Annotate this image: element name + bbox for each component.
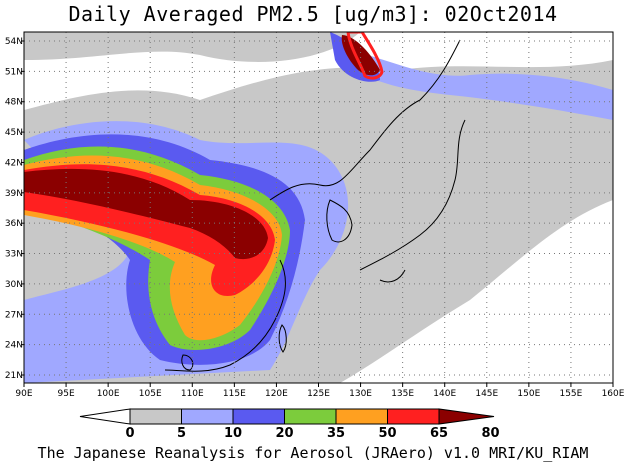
latitude-ticks: 54N 51N 48N 45N 42N 39N 36N 33N 30N 27N 24N 21N	[5, 37, 24, 381]
colorbar-segment	[181, 408, 234, 425]
lon-label: 145E	[475, 389, 498, 399]
lat-label: 42N	[5, 158, 23, 168]
colorbar-segment	[129, 408, 182, 425]
colorbar-segment	[387, 408, 440, 425]
colorbar-label: 50	[378, 426, 396, 441]
lat-label: 30N	[5, 280, 23, 290]
lon-label: 90E	[15, 389, 32, 399]
lon-label: 100E	[97, 389, 120, 399]
lon-label: 130E	[349, 389, 372, 399]
level-5-region-north	[24, 32, 360, 62]
lat-label: 48N	[5, 98, 23, 108]
colorbar-label: 65	[430, 426, 448, 441]
lat-label: 54N	[5, 37, 23, 47]
lat-label: 51N	[5, 67, 23, 77]
colorbar-low-arrow	[79, 408, 131, 425]
lon-label: 155E	[559, 389, 582, 399]
longitude-ticks: 90E 95E 100E 105E 110E 115E 120E 125E 130E 135E 14…	[15, 383, 625, 399]
lat-label: 39N	[5, 189, 23, 199]
lon-label: 105E	[139, 389, 162, 399]
lat-label: 45N	[5, 128, 23, 138]
lon-label: 110E	[181, 389, 204, 399]
lat-label: 27N	[5, 310, 23, 320]
colorbar-high-arrow	[438, 408, 495, 425]
lon-label: 160E	[602, 389, 625, 399]
lon-label: 115E	[223, 389, 246, 399]
lat-label: 36N	[5, 219, 23, 229]
lon-label: 140E	[433, 389, 456, 399]
footer-credit: The Japanese Reanalysis for Aerosol (JRA…	[37, 444, 589, 462]
lat-label: 33N	[5, 250, 23, 260]
lon-label: 125E	[307, 389, 330, 399]
coastline-taiwan	[278, 324, 287, 353]
colorbar-segment	[284, 408, 337, 425]
colorbar-label: 10	[224, 426, 242, 441]
colorbar-label: 20	[275, 426, 293, 441]
colorbar-label: 5	[177, 426, 186, 441]
coastline-hainan	[181, 354, 194, 371]
coastline-japan	[359, 119, 466, 283]
level-10-region-east	[350, 50, 613, 120]
colorbar-segment	[232, 408, 285, 425]
lat-label: 21N	[5, 371, 23, 381]
lon-label: 150E	[517, 389, 540, 399]
lon-label: 120E	[265, 389, 288, 399]
lat-label: 24N	[5, 341, 23, 351]
colorbar-segment	[335, 408, 388, 425]
map-title: Daily Averaged PM2.5 [ug/m3]: 02Oct2014	[68, 2, 558, 26]
level-80-region	[24, 168, 268, 260]
coastline-korea	[326, 199, 353, 243]
lon-label: 135E	[391, 389, 414, 399]
colorbar-label: 0	[125, 426, 134, 441]
colorbar-label: 35	[327, 426, 345, 441]
colorbar: 0 5 10 20 35 50 65 80	[79, 408, 500, 441]
colorbar-label: 80	[481, 426, 499, 441]
graticule	[24, 32, 613, 383]
coastline-asia	[164, 39, 461, 372]
lon-label: 95E	[58, 389, 75, 399]
